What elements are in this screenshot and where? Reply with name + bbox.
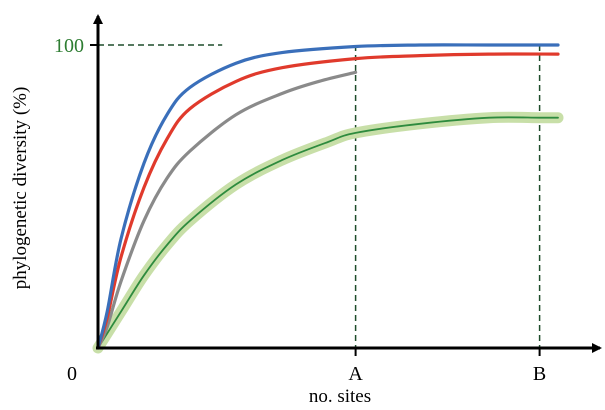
x-tick-label-1: A <box>348 363 363 385</box>
series-layer <box>92 43 564 354</box>
y-axis-label: phylogenetic diversity (%) <box>10 87 31 290</box>
origin-label: 0 <box>67 363 77 385</box>
series-2-line <box>96 52 560 350</box>
series-4-line <box>97 116 559 349</box>
series-1-line <box>96 43 560 350</box>
reference-lines <box>98 44 541 348</box>
series-3-line <box>96 70 358 350</box>
series-4-halo <box>92 111 564 354</box>
y-tick-label-1: 100 <box>54 35 84 57</box>
x-axis-label: no. sites <box>309 386 371 407</box>
y-tick-layer: 100 <box>54 35 98 57</box>
x-tick-label-2: B <box>533 363 546 385</box>
